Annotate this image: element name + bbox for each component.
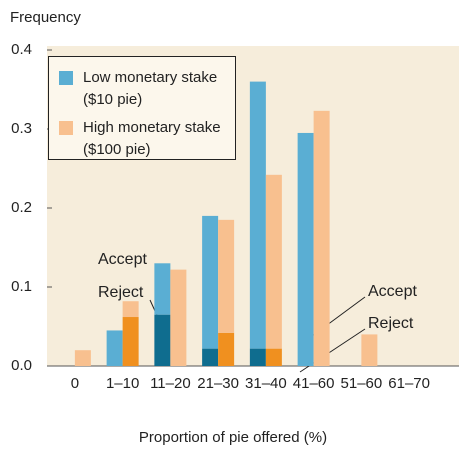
bar-accept [265,174,282,349]
x-tick-label: 51–60 [341,375,383,392]
annotation: Reject [368,315,414,332]
x-axis-label: Proportion of pie offered (%) [139,429,327,446]
bar-accept [106,330,123,366]
x-tick-label: 61–70 [388,375,430,392]
legend-swatch [59,71,73,85]
y-tick-label: 0.1 [11,278,32,295]
bar-accept [74,350,91,366]
legend-label: High monetary stake ($100 pie) [83,119,221,158]
legend: Low monetary stake ($10 pie) High monetar… [48,56,236,160]
bar-accept [297,132,314,366]
x-tick-label: 11–20 [150,375,191,392]
annotation: Accept [98,251,147,268]
legend-swatch [59,121,73,135]
bar-accept [122,301,139,318]
bar-accept [361,334,378,366]
x-tick-label: 21–30 [197,375,239,392]
bar-reject [249,348,266,366]
annotation: Reject [98,284,144,301]
bar-reject [218,332,235,366]
bar-accept [154,263,171,315]
bar-accept [313,110,330,366]
bar-accept [218,219,235,333]
bar-reject [154,314,171,366]
x-tick-label: 41–60 [293,375,335,392]
bar-accept [249,81,266,349]
legend-label: Low monetary stake ($10 pie) [83,69,218,108]
bar-accept [202,215,219,349]
bar-reject [265,348,282,366]
y-tick-label: 0.3 [11,120,32,137]
annotation: Accept [368,283,417,300]
y-tick-label: 0.2 [11,199,32,216]
y-tick-label: 0.4 [11,41,32,58]
x-tick-label: 31–40 [245,375,287,392]
bar-reject [122,317,139,366]
bar-reject [202,348,219,366]
bar-accept [170,269,187,366]
x-tick-label: 0 [71,375,79,392]
y-axis-label: Frequency [10,9,81,26]
y-tick-label: 0.0 [11,357,32,374]
x-tick-label: 1–10 [106,375,139,392]
